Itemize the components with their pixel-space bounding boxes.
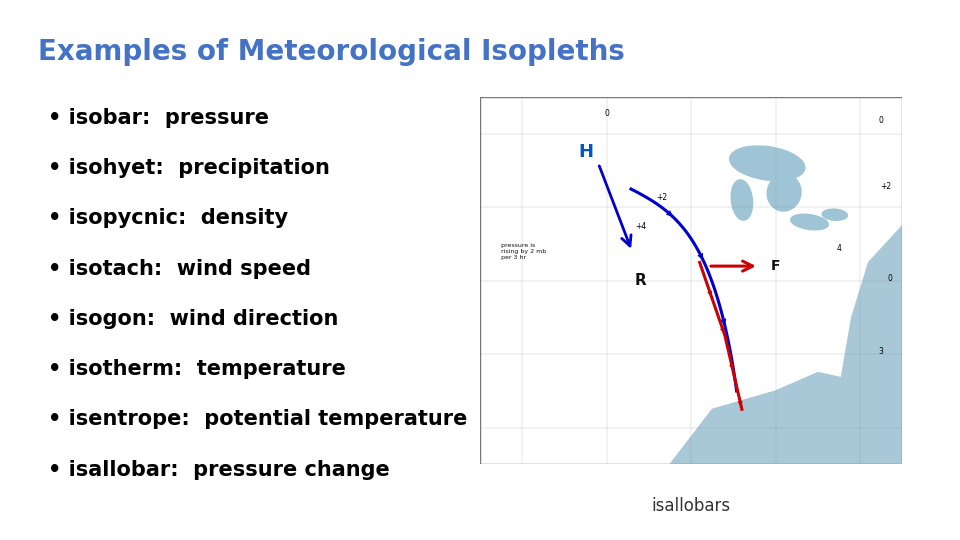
- Ellipse shape: [767, 174, 801, 211]
- Ellipse shape: [730, 146, 804, 180]
- Text: Examples of Meteorological Isopleths: Examples of Meteorological Isopleths: [38, 38, 625, 66]
- Text: • isotherm:  temperature: • isotherm: temperature: [48, 359, 346, 379]
- Text: • isobar:  pressure: • isobar: pressure: [48, 108, 269, 128]
- Text: 4: 4: [836, 245, 842, 253]
- Text: isallobars: isallobars: [652, 497, 731, 515]
- Text: 0: 0: [887, 274, 892, 283]
- Text: • isentrope:  potential temperature: • isentrope: potential temperature: [48, 409, 468, 429]
- Text: • isotach:  wind speed: • isotach: wind speed: [48, 259, 311, 279]
- Ellipse shape: [791, 214, 828, 230]
- Text: pressure is
rising by 2 mb
per 3 hr: pressure is rising by 2 mb per 3 hr: [501, 242, 546, 260]
- Text: +4: +4: [635, 222, 646, 232]
- Text: • isopycnic:  density: • isopycnic: density: [48, 208, 288, 228]
- Text: +2: +2: [656, 193, 667, 202]
- Polygon shape: [670, 373, 902, 464]
- Text: 3: 3: [878, 347, 884, 356]
- Text: R: R: [635, 273, 646, 288]
- Text: • isallobar:  pressure change: • isallobar: pressure change: [48, 460, 390, 480]
- Text: 0: 0: [878, 116, 884, 125]
- Text: H: H: [578, 143, 593, 161]
- Text: • isohyet:  precipitation: • isohyet: precipitation: [48, 158, 330, 178]
- Text: +2: +2: [880, 182, 891, 191]
- Ellipse shape: [822, 209, 848, 220]
- Text: 0: 0: [604, 109, 610, 118]
- Ellipse shape: [732, 180, 753, 220]
- Polygon shape: [839, 226, 902, 391]
- Text: F: F: [771, 259, 780, 273]
- Text: • isogon:  wind direction: • isogon: wind direction: [48, 309, 338, 329]
